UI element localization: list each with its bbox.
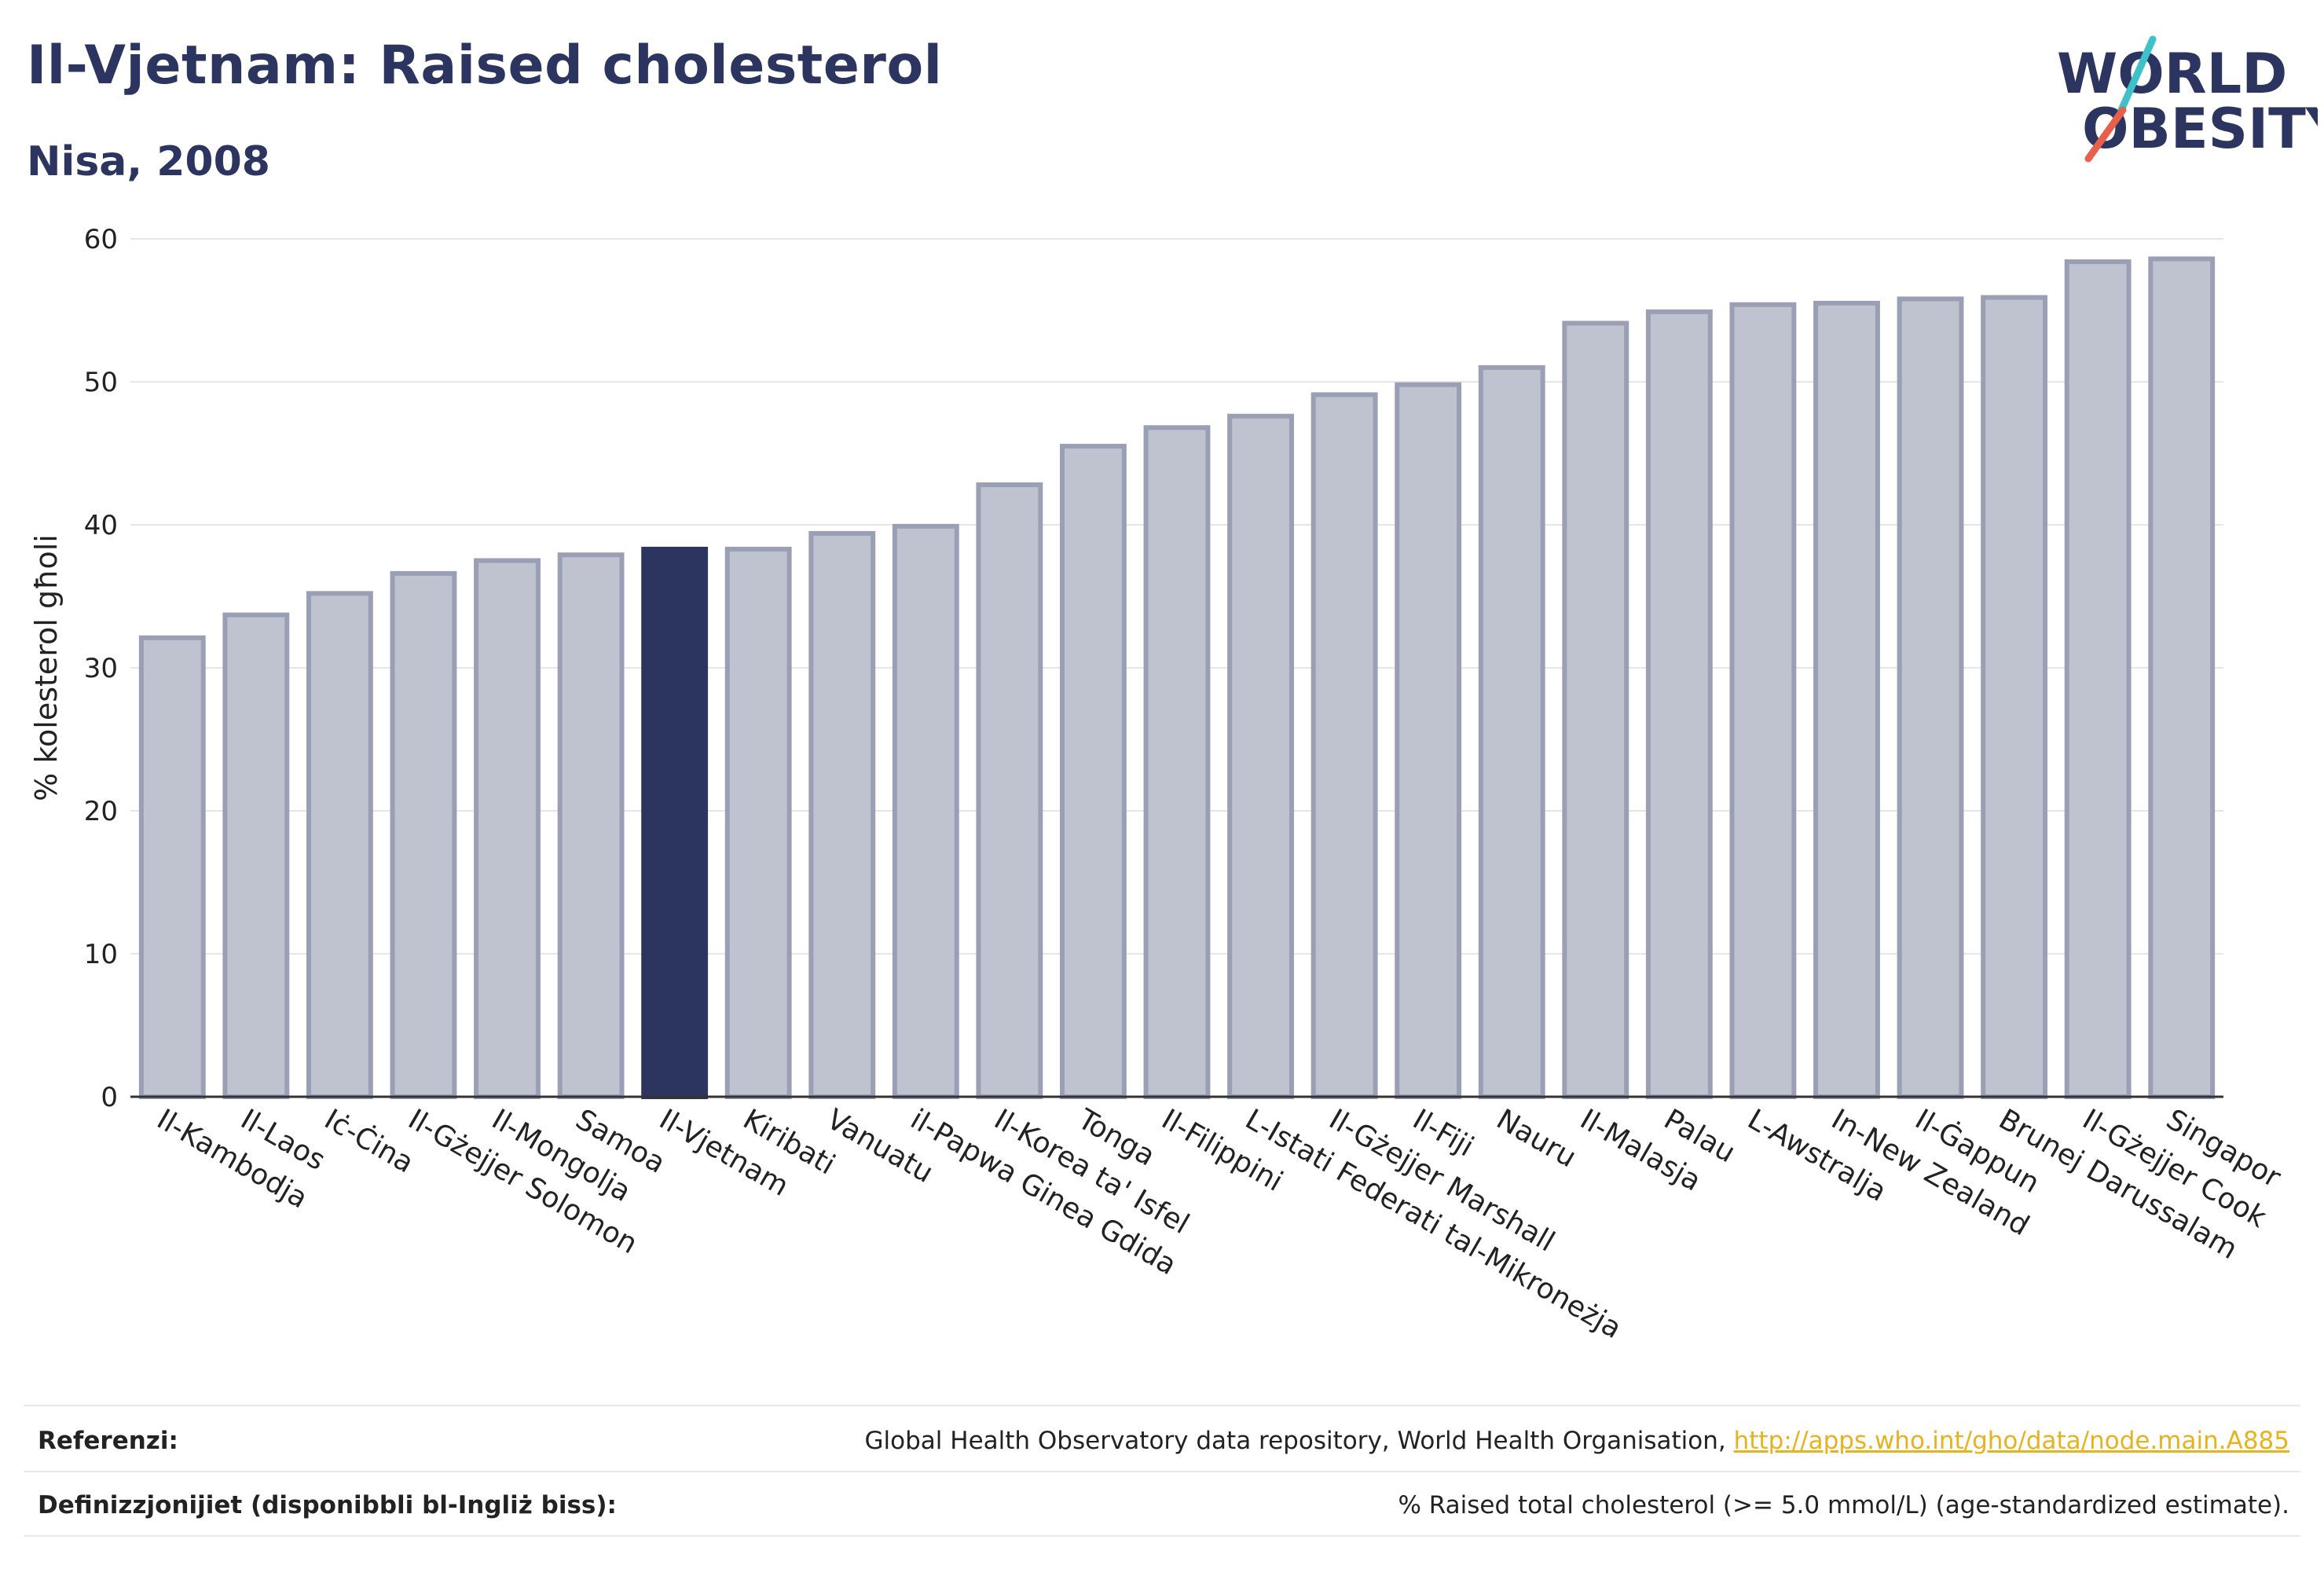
bar — [138, 635, 206, 1099]
x-tick-label: Iċ-Ċina — [319, 1102, 420, 1179]
bar — [808, 530, 876, 1099]
bar — [1562, 321, 1629, 1099]
bar — [641, 546, 709, 1099]
references-value: Global Health Observatory data repositor… — [865, 1427, 2289, 1455]
bar — [222, 612, 290, 1099]
bar — [1395, 382, 1462, 1099]
page-subtitle: Nisa, 2008 — [27, 138, 270, 185]
bar — [1645, 309, 1713, 1099]
bar — [1897, 296, 1964, 1099]
references-link[interactable]: http://apps.who.int/gho/data/node.main.A… — [1733, 1427, 2289, 1455]
bar — [1227, 413, 1294, 1099]
footer-divider-bottom — [24, 1535, 2300, 1537]
bar — [2148, 256, 2216, 1100]
y-tick-label: 40 — [84, 510, 118, 541]
y-tick-label: 10 — [84, 939, 118, 970]
y-tick-label: 20 — [84, 796, 118, 827]
y-axis-label: % kolesterol għoli — [29, 534, 64, 801]
bar — [557, 552, 625, 1099]
y-tick-label: 60 — [84, 224, 118, 255]
world-obesity-logo: WORLD OBESITY — [2057, 35, 2318, 163]
definitions-label: Definizzjonijiet (disponibbli bl-Ingliż … — [38, 1491, 617, 1519]
bar — [2064, 259, 2132, 1099]
bar — [474, 558, 541, 1099]
bar — [1729, 302, 1797, 1100]
definitions-value: % Raised total cholesterol (>= 5.0 mmol/… — [1398, 1491, 2289, 1519]
page-title: Il-Vjetnam: Raised cholesterol — [27, 35, 943, 97]
logo-slash-teal — [2117, 35, 2157, 114]
footer-divider-top — [24, 1405, 2300, 1406]
bar — [306, 591, 373, 1099]
bar — [724, 546, 792, 1099]
references-label: Referenzi: — [38, 1427, 178, 1455]
bar — [1478, 365, 1545, 1099]
bar — [892, 523, 959, 1099]
y-tick-label: 30 — [84, 653, 118, 684]
bar — [1143, 425, 1211, 1099]
bar — [1981, 295, 2048, 1099]
y-tick-label: 50 — [84, 367, 118, 398]
bar — [1813, 300, 1880, 1099]
logo-slash-red — [2084, 106, 2127, 163]
logo-line1: WORLD — [2057, 42, 2287, 106]
bar — [390, 570, 457, 1099]
bar — [1060, 443, 1127, 1099]
footer-divider-mid — [24, 1471, 2300, 1472]
bar — [1310, 392, 1378, 1099]
y-tick-label: 0 — [101, 1082, 118, 1113]
x-tick-label: Nauru — [1491, 1103, 1582, 1174]
bar — [976, 482, 1043, 1099]
references-text: Global Health Observatory data repositor… — [864, 1427, 1734, 1455]
